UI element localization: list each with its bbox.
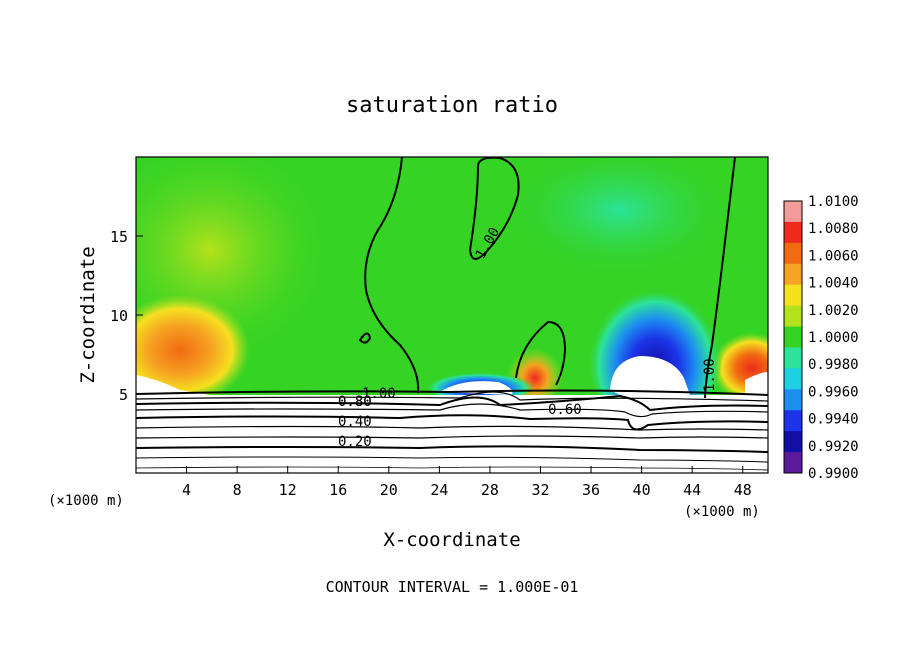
y-tick-label: 5 (119, 386, 128, 404)
x-tick-label: 48 (734, 481, 752, 499)
x-tick-label: 4 (182, 481, 191, 499)
colorbar-swatch (784, 221, 802, 244)
colorbar-swatch (784, 452, 802, 474)
x-axis-label: X-coordinate (383, 529, 520, 551)
colorbar-label: 1.0000 (808, 330, 859, 346)
colorbar-swatch (784, 410, 802, 432)
x-unit-right: (×1000 m) (684, 504, 760, 520)
colorbar-frame (783, 200, 803, 474)
colorbar-swatch (784, 347, 802, 369)
colorbar-label: 1.0060 (808, 248, 859, 264)
x-tick-label: 12 (279, 481, 297, 499)
colorbar-label: 0.9900 (808, 466, 859, 482)
x-tick-label: 28 (481, 481, 499, 499)
colorbar-swatch (784, 431, 802, 453)
contour-label: 0.80 (338, 394, 372, 410)
colorbar-label: 0.9980 (808, 357, 859, 373)
x-unit-left: (×1000 m) (48, 493, 124, 509)
y-axis: 5 10 15 (110, 228, 143, 404)
contour-label: 1.00 (702, 358, 718, 392)
x-tick-label: 36 (582, 481, 600, 499)
colorbar-swatch (784, 242, 802, 265)
colorbar-swatch (784, 305, 802, 328)
y-tick-label: 15 (110, 228, 128, 246)
colorbar-swatch (784, 284, 802, 307)
x-axis: 4 8 12 16 20 24 28 32 36 40 44 48 (182, 466, 752, 499)
contour-label: 0.80 (338, 394, 372, 410)
plot-area (136, 157, 768, 473)
colorbar-swatch (784, 201, 802, 223)
colorbar-label: 1.0100 (808, 194, 859, 210)
x-tick-label: 8 (233, 481, 242, 499)
contour-label: 0.60 (548, 402, 582, 418)
x-tick-label: 16 (329, 481, 347, 499)
colorbar-label: 0.9940 (808, 412, 859, 428)
x-tick-label: 44 (683, 481, 701, 499)
x-tick-label: 20 (380, 481, 398, 499)
colorbar-swatch (784, 263, 802, 286)
contour-interval-note: CONTOUR INTERVAL = 1.000E-01 (326, 578, 579, 596)
colorbar-label: 1.0080 (808, 221, 859, 237)
contour-label: 0.40 (338, 414, 372, 430)
x-tick-label: 32 (531, 481, 549, 499)
colorbar: 1.0100 1.0080 1.0060 1.0040 1.0020 1.0000 0.99… (783, 194, 859, 482)
y-tick-label: 10 (110, 307, 128, 325)
colorbar-label: 1.0020 (808, 303, 859, 319)
y-axis-label: Z-coordinate (77, 246, 99, 383)
x-tick-label: 40 (633, 481, 651, 499)
x-tick-label: 24 (430, 481, 448, 499)
colorbar-label: 0.9960 (808, 384, 859, 400)
colorbar-label: 1.0040 (808, 276, 859, 292)
contour-lines (136, 157, 768, 471)
colorbar-swatch (784, 326, 802, 348)
contour-label: 1.00 (362, 386, 396, 402)
chart-title: saturation ratio (346, 93, 558, 118)
colorbar-label: 0.9920 (808, 439, 859, 455)
colorbar-swatch (784, 368, 802, 390)
contour-label: 0.20 (338, 434, 372, 450)
colorbar-swatch (784, 389, 802, 411)
